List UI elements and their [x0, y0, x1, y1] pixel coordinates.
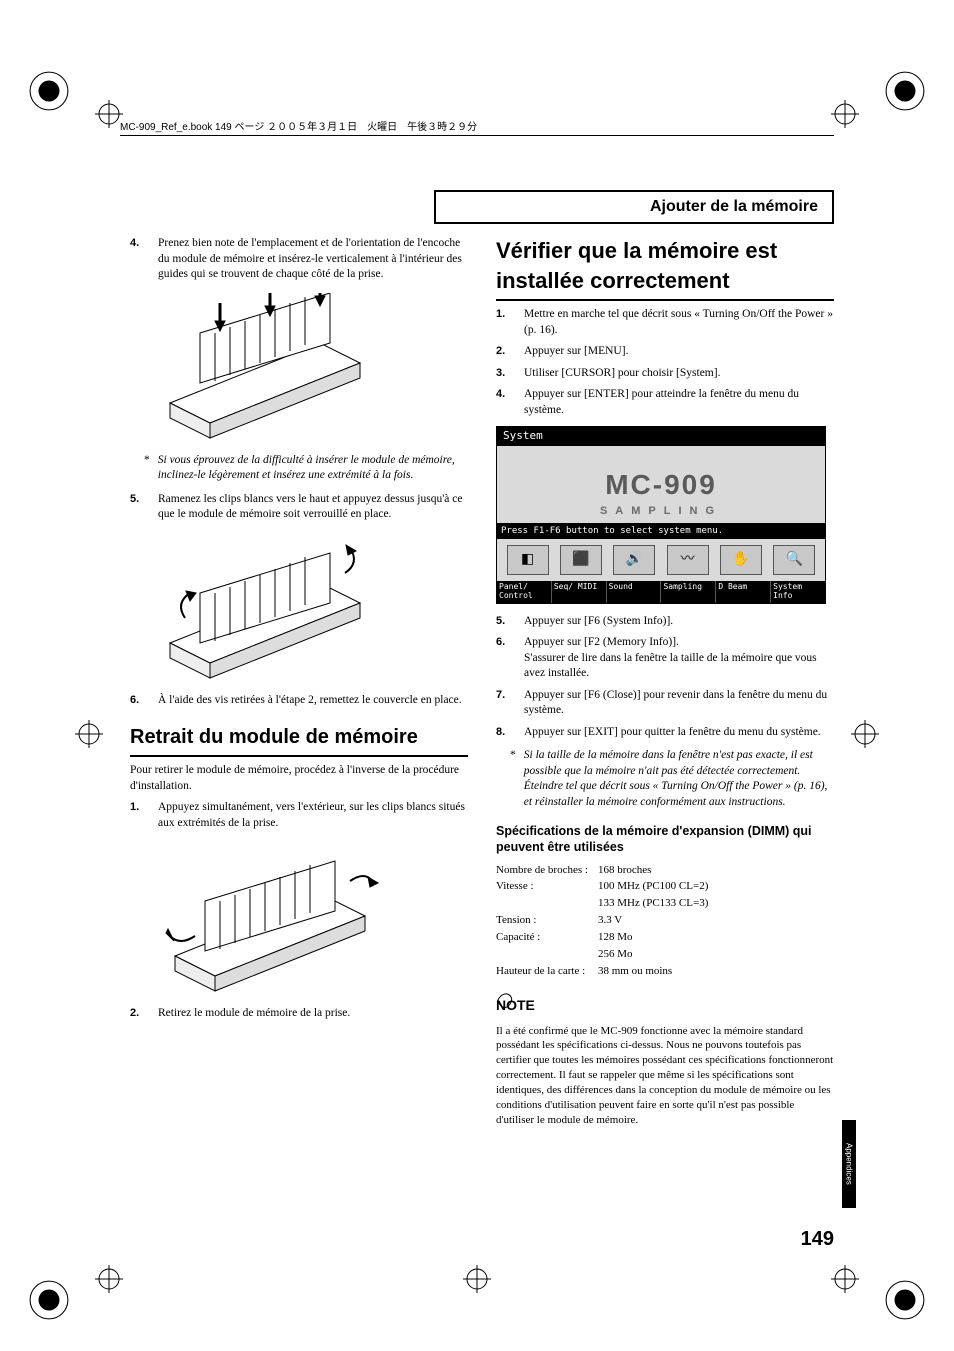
step-5: 5.Ramenez les clips blancs vers le haut …	[130, 492, 468, 523]
right-column: Vérifier que la mémoire est installée co…	[496, 236, 834, 1133]
system-menu-screenshot: System MC-909 SAMPLING Press F1-F6 butto…	[496, 426, 826, 603]
screenshot-title: System	[497, 427, 825, 446]
step-4: 4.Prenez bien note de l'emplacement et d…	[130, 236, 468, 283]
v2-text: Appuyer sur [MENU].	[524, 344, 834, 360]
retrait-step-2-text: Retirez le module de mémoire de la prise…	[158, 1006, 468, 1022]
v6a-text: Appuyer sur [F2 (Memory Info)].	[524, 636, 679, 648]
heading-specs: Spécifications de la mémoire d'expansion…	[496, 824, 834, 855]
side-tab-appendices: Appendices	[842, 1120, 856, 1208]
verify-step-7: 7.Appuyer sur [F6 (Close)] pour revenir …	[496, 688, 834, 719]
verify-step-3: 3.Utiliser [CURSOR] pour choisir [System…	[496, 366, 834, 382]
page: MC-909_Ref_e.book 149 ページ ２００５年３月１日 火曜日 …	[0, 0, 954, 1351]
retrait-step-1-text: Appuyez simultanément, vers l'extérieur,…	[158, 800, 468, 831]
spec-volt-label: Tension :	[496, 912, 598, 929]
fkey-3: Sound	[607, 581, 662, 603]
retrait-step-2: 2.Retirez le module de mémoire de la pri…	[130, 1006, 468, 1022]
sound-icon: 🔊	[613, 545, 655, 575]
spec-height-val: 38 mm ou moins	[598, 963, 718, 980]
specs-table: Nombre de broches :168 broches Vitesse :…	[496, 862, 718, 980]
page-number: 149	[801, 1228, 834, 1251]
header-print-info: MC-909_Ref_e.book 149 ページ ２００５年３月１日 火曜日 …	[120, 118, 834, 136]
panel-icon: ◧	[507, 545, 549, 575]
fkey-1: Panel/ Control	[497, 581, 552, 603]
figure-insert-module	[160, 293, 468, 443]
verify-step-6: 6.Appuyer sur [F2 (Memory Info)].S'assur…	[496, 635, 834, 682]
crosshair-icon	[95, 1265, 123, 1293]
fkey-4: Sampling	[661, 581, 716, 603]
spec-pins-label: Nombre de broches :	[496, 862, 598, 879]
crosshair-icon	[463, 1265, 491, 1293]
v3-text: Utiliser [CURSOR] pour choisir [System].	[524, 366, 834, 382]
figure-release-clips	[160, 841, 468, 996]
spec-cap-val1: 128 Mo	[598, 929, 718, 946]
section-title: Ajouter de la mémoire	[434, 190, 834, 224]
step-4-text: Prenez bien note de l'emplacement et de …	[158, 236, 468, 283]
verify-step-4: 4.Appuyer sur [ENTER] pour atteindre la …	[496, 387, 834, 418]
screenshot-sampling: SAMPLING	[497, 504, 825, 519]
verify-note-text: Si la taille de la mémoire dans la fenêt…	[524, 748, 834, 810]
v6b-text: S'assurer de lire dans la fenêtre la tai…	[524, 652, 817, 680]
crosshair-icon	[831, 100, 859, 128]
crosshair-icon	[75, 720, 103, 748]
verify-step-8: 8.Appuyer sur [EXIT] pour quitter la fen…	[496, 725, 834, 741]
screenshot-icons-row: ◧ ⬛ 🔊 〰 ✋ 🔍	[497, 539, 825, 581]
fkey-5: D Beam	[716, 581, 771, 603]
register-mark-icon	[28, 1279, 70, 1321]
spec-height-label: Hauteur de la carte :	[496, 963, 598, 980]
verify-step-5: 5.Appuyer sur [F6 (System Info)].	[496, 614, 834, 630]
v4-text: Appuyer sur [ENTER] pour atteindre la fe…	[524, 387, 834, 418]
verify-step-1: 1.Mettre en marche tel que décrit sous «…	[496, 307, 834, 338]
v5-text: Appuyer sur [F6 (System Info)].	[524, 614, 834, 630]
step-6: 6.À l'aide des vis retirées à l'étape 2,…	[130, 693, 468, 709]
retrait-intro: Pour retirer le module de mémoire, procé…	[130, 763, 468, 794]
sysinfo-icon: 🔍	[773, 545, 815, 575]
spec-cap-val2: 256 Mo	[598, 946, 718, 963]
heading-verify: Vérifier que la mémoire est installée co…	[496, 236, 834, 301]
crosshair-icon	[831, 1265, 859, 1293]
sampling-icon: 〰	[667, 545, 709, 575]
crosshair-icon	[95, 100, 123, 128]
v8-text: Appuyer sur [EXIT] pour quitter la fenêt…	[524, 725, 834, 741]
spec-pins-val: 168 broches	[598, 862, 718, 879]
svg-text:NOTE: NOTE	[496, 997, 535, 1013]
verify-step-2: 2.Appuyer sur [MENU].	[496, 344, 834, 360]
verify-note: *Si la taille de la mémoire dans la fenê…	[510, 748, 834, 810]
v1-text: Mettre en marche tel que décrit sous « T…	[524, 307, 834, 338]
note-icon: NOTE	[496, 990, 834, 1018]
screenshot-hint: Press F1-F6 button to select system menu…	[497, 523, 825, 539]
left-column: 4.Prenez bien note de l'emplacement et d…	[130, 236, 468, 1133]
v7-text: Appuyer sur [F6 (Close)] pour revenir da…	[524, 688, 834, 719]
retrait-step-1: 1.Appuyez simultanément, vers l'extérieu…	[130, 800, 468, 831]
fkey-2: Seq/ MIDI	[552, 581, 607, 603]
fkey-6: System Info	[771, 581, 825, 603]
note-insert-angle: *Si vous éprouvez de la difficulté à ins…	[144, 453, 468, 484]
spec-speed-label: Vitesse :	[496, 878, 598, 895]
spec-cap-label: Capacité :	[496, 929, 598, 946]
spec-volt-val: 3.3 V	[598, 912, 718, 929]
note-body: Il a été confirmé que le MC-909 fonction…	[496, 1024, 834, 1128]
register-mark-icon	[28, 70, 70, 112]
register-mark-icon	[884, 1279, 926, 1321]
content-columns: 4.Prenez bien note de l'emplacement et d…	[130, 236, 834, 1133]
heading-retrait: Retrait du module de mémoire	[130, 724, 468, 757]
screenshot-logo: MC-909	[497, 466, 825, 504]
spec-speed-val2: 133 MHz (PC133 CL=3)	[598, 895, 718, 912]
figure-lock-clips	[160, 533, 468, 683]
crosshair-icon	[851, 720, 879, 748]
step-5-text: Ramenez les clips blancs vers le haut et…	[158, 492, 468, 523]
screenshot-fkeys: Panel/ Control Seq/ MIDI Sound Sampling …	[497, 581, 825, 603]
register-mark-icon	[884, 70, 926, 112]
spec-speed-val1: 100 MHz (PC100 CL=2)	[598, 878, 718, 895]
step-6-text: À l'aide des vis retirées à l'étape 2, r…	[158, 693, 468, 709]
seq-icon: ⬛	[560, 545, 602, 575]
dbeam-icon: ✋	[720, 545, 762, 575]
note-text: Si vous éprouvez de la difficulté à insé…	[158, 453, 468, 484]
